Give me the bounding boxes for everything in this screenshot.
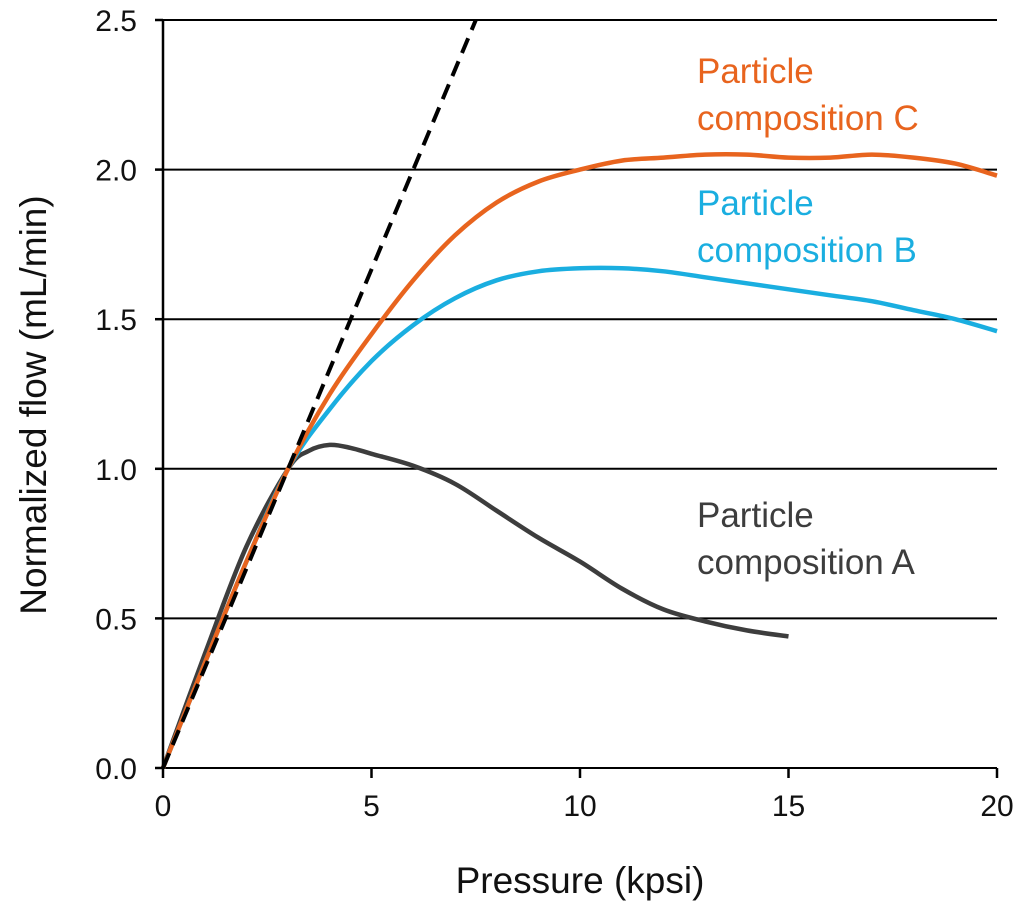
x-tick-label: 10 bbox=[563, 790, 596, 823]
y-tick-label: 0.0 bbox=[95, 753, 137, 786]
series-label-a-line1: Particle bbox=[697, 496, 814, 535]
series-line-particle-composition-b bbox=[160, 265, 998, 769]
series-label-a-line2: composition A bbox=[697, 543, 916, 582]
tick-labels: 0.0 0.5 1.0 1.5 2.0 2.5 0 5 10 15 20 bbox=[95, 5, 1013, 823]
series-label-b-line2: composition B bbox=[697, 231, 917, 270]
series-lines bbox=[160, 19, 998, 769]
series-label-b: Particle composition B bbox=[697, 184, 917, 270]
series-label-b-line1: Particle bbox=[697, 184, 814, 223]
series-labels: Particle composition C Particle composit… bbox=[697, 52, 919, 582]
y-tick-label: 2.0 bbox=[95, 155, 137, 188]
series-label-c: Particle composition C bbox=[697, 52, 919, 138]
series-label-c-line2: composition C bbox=[697, 99, 919, 138]
x-axis-title: Pressure (kpsi) bbox=[456, 860, 705, 901]
y-tick-label: 0.5 bbox=[95, 603, 137, 636]
series-line-particle-composition-a bbox=[160, 442, 789, 769]
x-tick-label: 0 bbox=[155, 790, 172, 823]
y-tick-label: 1.5 bbox=[95, 304, 137, 337]
x-tick-label: 20 bbox=[980, 790, 1013, 823]
x-tick-label: 15 bbox=[772, 790, 805, 823]
y-tick-label: 2.5 bbox=[95, 5, 137, 38]
series-line-ideal-linear bbox=[161, 19, 478, 769]
y-axis-title: Normalized flow (mL/min) bbox=[13, 195, 54, 614]
x-tick-label: 5 bbox=[363, 790, 380, 823]
series-label-c-line1: Particle bbox=[697, 52, 814, 91]
series-label-a: Particle composition A bbox=[697, 496, 916, 582]
y-tick-label: 1.0 bbox=[95, 454, 137, 487]
